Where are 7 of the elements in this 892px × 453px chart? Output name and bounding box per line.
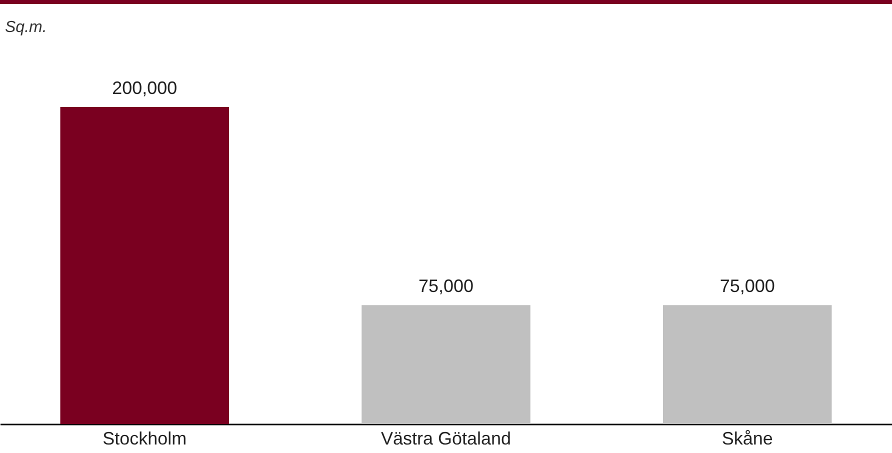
- x-tick-label: Västra Götaland: [380, 428, 512, 448]
- data-label: 75,000: [418, 276, 474, 296]
- text: Sq.m.: [5, 19, 47, 36]
- x-tick-label: Skåne: [722, 428, 773, 448]
- data-label: 75,000: [720, 276, 775, 296]
- x-tick-label: Stockholm: [102, 428, 187, 448]
- data-label: 200,000: [112, 78, 178, 98]
